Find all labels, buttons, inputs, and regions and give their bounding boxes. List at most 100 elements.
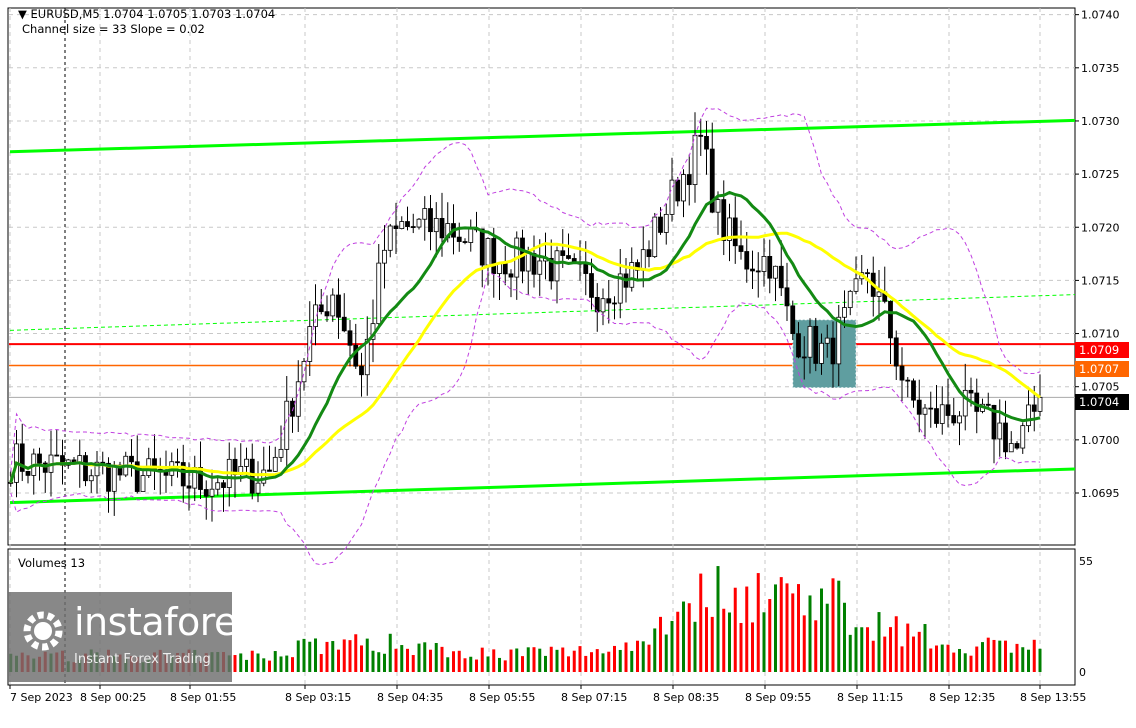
candle-body bbox=[939, 404, 945, 424]
volume-bar bbox=[440, 646, 444, 672]
volume-bar bbox=[498, 657, 501, 672]
volume-bar bbox=[515, 648, 519, 672]
collapse-triangle-icon[interactable]: ▼ bbox=[18, 7, 27, 21]
candle-body bbox=[985, 403, 991, 406]
volume-bar bbox=[992, 639, 996, 672]
candle-body bbox=[175, 461, 180, 464]
volume-bar bbox=[900, 646, 904, 672]
candle-body bbox=[922, 407, 928, 415]
volume-bar bbox=[820, 588, 823, 672]
logo-tagline: Instant Forex Trading bbox=[74, 652, 211, 667]
volume-bar bbox=[705, 607, 708, 672]
candle-body bbox=[790, 305, 796, 335]
x-tick-label: 8 Sep 13:55 bbox=[1020, 691, 1086, 704]
candle-body bbox=[957, 415, 962, 424]
candle-body bbox=[134, 461, 140, 492]
volume-bar bbox=[337, 649, 340, 672]
candle-body bbox=[617, 273, 623, 304]
volume-bar bbox=[348, 640, 352, 672]
candle-body bbox=[888, 300, 893, 339]
candle-body bbox=[721, 199, 727, 241]
candle-body bbox=[537, 260, 543, 275]
volume-bar bbox=[1015, 643, 1019, 672]
candle-body bbox=[583, 263, 589, 274]
candle-body bbox=[19, 443, 25, 472]
y-tick-label: 1.0705 bbox=[1081, 381, 1120, 394]
candle-body bbox=[341, 316, 347, 332]
candle-body bbox=[272, 456, 278, 472]
volume-tick-label: 55 bbox=[1079, 555, 1093, 568]
candle-body bbox=[600, 298, 606, 313]
price-tag-1.0707: 1.0707 bbox=[1075, 361, 1129, 377]
volume-bar bbox=[434, 642, 438, 672]
candle-body bbox=[54, 454, 60, 457]
candle-body bbox=[1020, 425, 1026, 449]
volume-bar bbox=[457, 650, 461, 672]
volume-bar bbox=[831, 578, 835, 672]
channel-middle-line bbox=[9, 294, 1076, 331]
candle-body bbox=[387, 225, 393, 251]
candle-body bbox=[652, 216, 658, 258]
volume-bar bbox=[710, 616, 714, 672]
volume-bar bbox=[906, 623, 910, 672]
bollinger-upper-line bbox=[10, 107, 1041, 472]
volume-bar bbox=[762, 612, 766, 672]
candle-body bbox=[934, 408, 939, 424]
volume-bar bbox=[894, 616, 898, 672]
candle-body bbox=[42, 462, 48, 473]
candle-body bbox=[382, 249, 387, 264]
candle-body bbox=[1008, 443, 1014, 453]
candle-body bbox=[715, 199, 721, 213]
candle-body bbox=[330, 294, 336, 317]
x-tick-label: 8 Sep 07:15 bbox=[561, 691, 627, 704]
candle-body bbox=[502, 262, 508, 275]
candle-body bbox=[468, 228, 474, 243]
volume-bar bbox=[641, 641, 645, 672]
volume-bar bbox=[613, 645, 616, 672]
volume-bar bbox=[659, 616, 662, 672]
candle-body bbox=[88, 475, 94, 482]
volume-bar bbox=[400, 645, 404, 672]
volume-bar bbox=[429, 649, 432, 672]
candle-body bbox=[422, 208, 428, 220]
candle-body bbox=[709, 148, 715, 213]
candle-body bbox=[261, 469, 267, 484]
candle-body bbox=[456, 236, 462, 242]
x-tick-label: 8 Sep 08:35 bbox=[653, 691, 719, 704]
candle-body bbox=[324, 311, 330, 317]
candle-body bbox=[842, 307, 847, 318]
volume-bar bbox=[975, 646, 979, 672]
volume-bar bbox=[314, 638, 317, 672]
y-tick-label: 1.0700 bbox=[1081, 434, 1120, 447]
candle-body bbox=[485, 238, 491, 266]
candle-body bbox=[359, 365, 364, 376]
volume-bar bbox=[733, 587, 737, 672]
candle-body bbox=[629, 262, 635, 288]
candle-body bbox=[198, 467, 203, 490]
volume-bar bbox=[584, 655, 588, 672]
candle-body bbox=[778, 265, 784, 289]
candle-body bbox=[295, 381, 301, 417]
candle-body bbox=[750, 268, 755, 272]
volume-bar bbox=[958, 648, 961, 672]
volume-bar bbox=[567, 656, 570, 672]
candle-body bbox=[951, 415, 957, 424]
candle-body bbox=[393, 225, 399, 229]
candle-body bbox=[813, 325, 819, 364]
candle-body bbox=[428, 208, 433, 233]
candle-body bbox=[589, 273, 594, 298]
volume-bar bbox=[630, 650, 634, 672]
volume-bar bbox=[296, 640, 300, 672]
volume-bar bbox=[262, 658, 266, 672]
channel-upper-line bbox=[9, 118, 1076, 154]
volume-bar bbox=[998, 640, 1002, 672]
candle-body bbox=[663, 213, 669, 233]
x-tick-label: 8 Sep 04:35 bbox=[377, 691, 443, 704]
volume-bar bbox=[1004, 640, 1007, 672]
volume-bar bbox=[526, 647, 530, 672]
volume-bar bbox=[728, 612, 731, 672]
symbol-header: ▼ EURUSD,M5 1.0704 1.0705 1.0703 1.0704 bbox=[18, 7, 275, 21]
candle-body bbox=[801, 356, 807, 359]
volume-bar bbox=[308, 641, 312, 672]
candle-body bbox=[255, 482, 261, 494]
